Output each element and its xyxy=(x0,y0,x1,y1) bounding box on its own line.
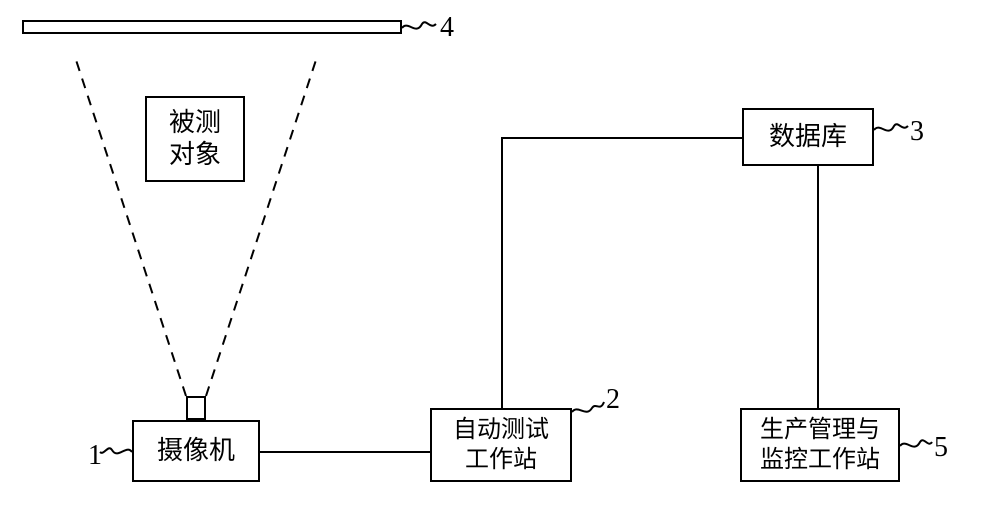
edge-database-to-mgmt xyxy=(817,166,819,408)
mgmt-station-box: 生产管理与监控工作站 xyxy=(740,408,900,482)
ref-label-1: 1 xyxy=(88,440,102,472)
ref-label-2: 2 xyxy=(606,384,620,416)
edge-auto-test-to-database-vert xyxy=(501,138,503,408)
measured-object-box: 被测对象 xyxy=(145,96,245,182)
auto-test-station-label: 自动测试工作站 xyxy=(453,415,549,475)
database-box: 数据库 xyxy=(742,108,874,166)
ref-label-5: 5 xyxy=(934,432,948,464)
measured-object-label: 被测对象 xyxy=(169,107,221,172)
lead-line-5 xyxy=(900,440,932,446)
camera-lens xyxy=(186,396,206,420)
database-label: 数据库 xyxy=(769,121,847,154)
lead-line-3 xyxy=(874,124,908,130)
auto-test-station-box: 自动测试工作站 xyxy=(430,408,572,482)
mgmt-station-label: 生产管理与监控工作站 xyxy=(760,415,880,475)
lead-line-2 xyxy=(572,402,604,412)
edge-auto-test-to-database-horiz xyxy=(501,137,742,139)
lead-line-4 xyxy=(402,22,436,28)
light-source-bar xyxy=(22,20,402,34)
camera-label: 摄像机 xyxy=(157,435,235,468)
camera-box: 摄像机 xyxy=(132,420,260,482)
lead-line-1 xyxy=(100,448,132,453)
edge-camera-to-auto-test xyxy=(260,451,430,453)
ref-label-3: 3 xyxy=(910,116,924,148)
ref-label-4: 4 xyxy=(440,12,454,44)
